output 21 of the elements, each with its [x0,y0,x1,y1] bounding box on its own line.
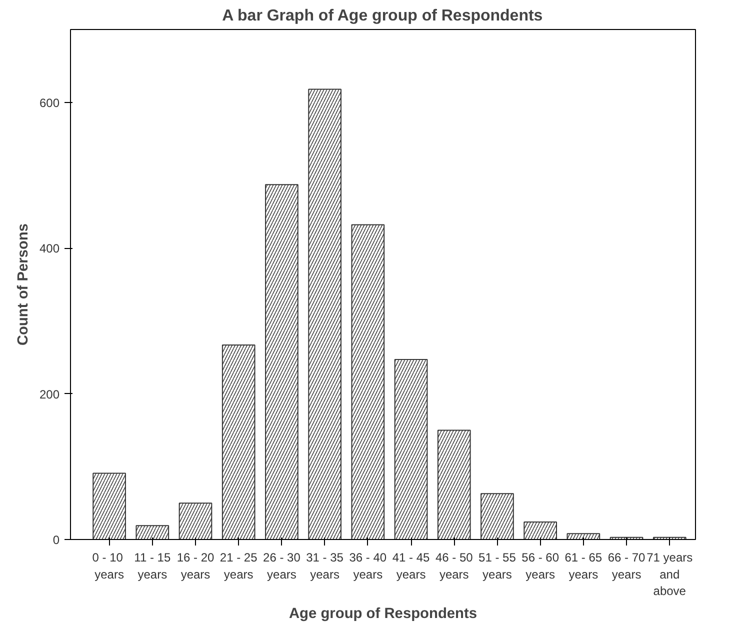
x-tick-label: 36 - 40 years [349,550,387,582]
x-tick-label: 51 - 55 years [478,550,516,582]
x-tick-label: 71 years and above [646,550,693,598]
x-tick-label: 41 - 45 years [392,550,430,582]
x-tick-label: 61 - 65 years [564,550,602,582]
x-tick-label: 0 - 10 years [92,550,124,582]
y-tick-label: 600 [39,96,60,110]
x-tick-label: 11 - 15 years [134,550,171,582]
x-tick-label: 66 - 70 years [608,550,646,582]
chart-title: A bar Graph of Age group of Respondents [222,8,543,24]
x-tick-label: 46 - 50 years [435,550,474,582]
x-axis-title: Age group of Respondents [288,606,478,622]
x-tick-label: 31 - 35 years [306,550,344,582]
x-tick-label: 56 - 60 years [522,550,560,582]
y-tick-label: 0 [52,533,60,547]
y-axis-title: Count of Persons [15,223,32,346]
x-tick-label: 26 - 30 years [263,550,301,582]
y-tick-label: 400 [39,242,60,256]
x-tick-label: 16 - 20 years [176,550,215,582]
y-tick-label: 200 [39,387,60,402]
x-tick-label: 21 - 25 years [220,550,258,582]
